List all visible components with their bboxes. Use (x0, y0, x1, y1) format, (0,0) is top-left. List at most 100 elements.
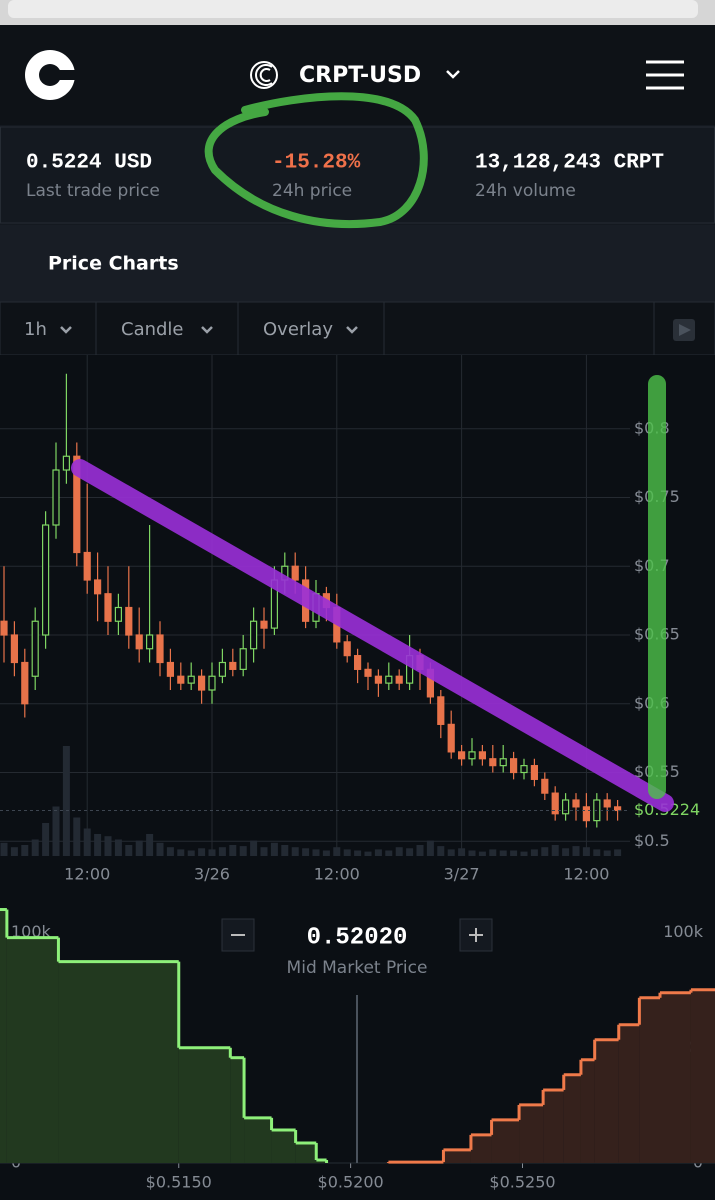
stat-value: 13,128,243 CRPT (475, 152, 664, 175)
asks-area (563, 1074, 581, 1163)
play-button[interactable] (673, 319, 695, 341)
volume-bar (52, 806, 60, 856)
candle-body (291, 565, 299, 581)
logo[interactable] (25, 50, 77, 100)
candle-body (218, 661, 226, 677)
bids-area (178, 1047, 231, 1163)
candle-body (125, 606, 133, 636)
x-tick-label: 3/26 (194, 865, 230, 884)
bids-area (6, 937, 59, 1163)
volume-bar (478, 851, 486, 856)
candle-body (354, 655, 362, 670)
volume-bar (322, 850, 330, 856)
mid-price: 0.52020 (307, 924, 408, 951)
asks-area (470, 1134, 492, 1163)
volume-bar (593, 849, 601, 856)
candle-body (208, 675, 216, 691)
depth-chart: 0050k50k100k100k$0.5150$0.5200$0.5250 (0, 890, 715, 1200)
volume-bar (562, 848, 570, 856)
volume-bar (229, 845, 237, 856)
candle-body (541, 778, 549, 794)
candle-body (364, 668, 372, 677)
bids-area (271, 1130, 296, 1163)
volume-bar (260, 847, 268, 856)
volume-bar (551, 845, 559, 856)
overlay-select[interactable]: Overlay (263, 319, 333, 340)
volume-bar (250, 840, 258, 856)
annotation-circle (204, 92, 428, 228)
volume-bar (312, 849, 320, 856)
volume-bar (135, 840, 143, 856)
zoom-out-button[interactable] (221, 918, 255, 952)
section-header (0, 225, 715, 302)
volume-bar (374, 849, 382, 856)
x-tick-label: $0.5250 (489, 1173, 555, 1192)
bids-area (244, 1117, 272, 1163)
volume-bar (458, 848, 466, 856)
volume-bar (614, 849, 622, 856)
volume-bar (364, 851, 372, 856)
volume-bar (73, 817, 81, 856)
toolbar (0, 301, 715, 356)
volume-bar (198, 848, 206, 856)
volume-bar (10, 847, 18, 856)
candle-body (260, 620, 268, 629)
bids-area (295, 1142, 317, 1163)
candle-body (468, 751, 476, 760)
volume-bar (270, 842, 278, 856)
pair-title[interactable]: CRPT-USD (299, 63, 421, 88)
candle-body (52, 469, 60, 526)
volume-bar (239, 846, 247, 856)
volume-bar (281, 845, 289, 856)
candle-body (374, 675, 382, 684)
volume-bar (343, 849, 351, 856)
stat-value: 0.5224 USD (26, 152, 152, 175)
interval-select[interactable]: 1h (24, 319, 47, 340)
volume-bar (468, 850, 476, 856)
bids-area (58, 961, 179, 1163)
candle-body (10, 634, 18, 664)
volume-bar (21, 845, 29, 856)
y-tick-label: $0.5 (634, 831, 670, 850)
candle-body (83, 551, 91, 581)
asks-area (491, 1119, 520, 1163)
section-title[interactable]: Price Charts (48, 253, 179, 275)
asks-area (594, 1039, 619, 1163)
toolbar-dividers (95, 302, 655, 355)
chart-type-select[interactable]: Candle (121, 319, 184, 340)
candle-body (135, 634, 143, 650)
candle-body (499, 758, 507, 767)
candle-body (447, 723, 455, 753)
asks-area (618, 1024, 640, 1163)
browser-field (8, 0, 698, 18)
candle-body (530, 765, 539, 780)
x-tick-label: $0.5200 (318, 1173, 384, 1192)
candle-body (239, 648, 247, 670)
volume-bar (489, 849, 497, 856)
candle-body (0, 620, 8, 636)
volume-bar (146, 834, 154, 856)
pair-chevron[interactable] (446, 70, 460, 79)
volume-bar (603, 850, 611, 856)
volume-bar (333, 847, 341, 856)
volume-bar (0, 842, 8, 856)
mid-price-label: Mid Market Price (287, 958, 428, 978)
candle-body (156, 634, 164, 664)
asks-area (443, 1149, 471, 1163)
candle-body (62, 455, 71, 471)
volume-bar (416, 845, 424, 856)
zoom-in-button[interactable] (459, 918, 493, 952)
stat-label: Last trade price (26, 181, 160, 201)
candle-body (93, 579, 102, 595)
candle-body (582, 806, 591, 822)
candle-body (613, 806, 622, 812)
volume-bar (218, 847, 226, 856)
menu-button[interactable] (646, 60, 684, 90)
volume-bar (530, 849, 538, 856)
volume-bar (582, 847, 590, 856)
asks-area (660, 992, 691, 1163)
volume-bar (406, 848, 414, 856)
volume-bar (83, 828, 91, 856)
volume-bar (42, 823, 50, 856)
stat-value: -15.28% (272, 152, 361, 175)
